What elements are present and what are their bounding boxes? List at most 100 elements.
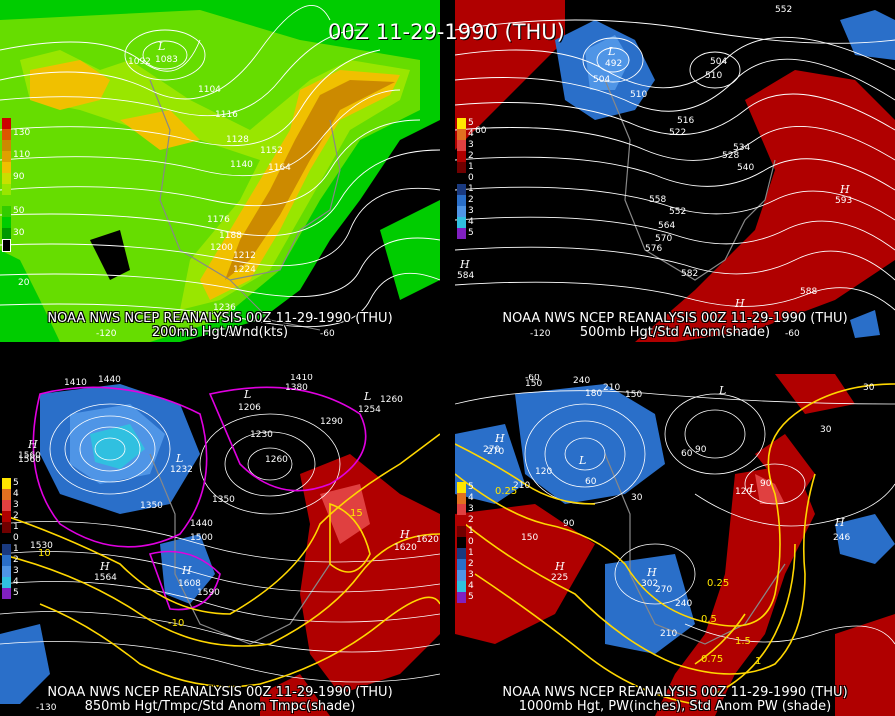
contour-label: 1290 — [320, 417, 343, 427]
high-marker: H — [27, 438, 38, 451]
contour-label: 1092 — [128, 57, 151, 67]
lon-label: -60 — [525, 374, 540, 383]
high-value: 1560 — [18, 451, 41, 461]
panel-500mb-height-anomaly: L 492 552 504 510 504 510 516 522 528 53… — [455, 0, 895, 342]
high-value: 270 — [483, 445, 500, 455]
pw-label: 0.25 — [495, 486, 517, 497]
wind-shade-110 — [225, 80, 395, 280]
contour-label: 30 — [820, 425, 832, 435]
high-marker: H — [839, 183, 850, 196]
high-value: 1608 — [178, 579, 201, 589]
contour-label: 1260 — [265, 455, 288, 465]
map-500mb: L 492 552 504 510 504 510 516 522 528 53… — [455, 0, 895, 342]
height-contours — [455, 19, 895, 311]
low-value: 1254 — [358, 405, 381, 415]
contour-label: 90 — [695, 445, 707, 455]
temp-label: -10 — [168, 618, 184, 629]
high-value: 302 — [641, 579, 658, 589]
contour-label: 1176 — [207, 215, 230, 225]
contour-label: 570 — [655, 234, 672, 244]
lon-label: -60 — [320, 329, 335, 339]
panel-subcaption: 850mb Hgt/Tmpc/Std Anom Tmpc(shade) — [84, 699, 356, 714]
low-marker: L — [578, 454, 586, 467]
pw-label: 1 — [755, 656, 761, 667]
anom-negative-region — [515, 384, 665, 504]
contour-label: 1620 — [416, 535, 439, 545]
contour-label: 1188 — [219, 231, 242, 241]
pw-contours — [455, 383, 895, 705]
anomaly-colorbar: 5 4 3 2 1 0 1 2 3 4 5 — [457, 482, 474, 603]
contour-label: 1104 — [198, 85, 221, 95]
panel-subcaption: 1000mb Hgt, PW(inches), Std Anom PW (sha… — [518, 699, 832, 714]
contour-label: 582 — [681, 269, 698, 279]
map-200mb: L 1083 1092 1104 1116 1128 1140 1152 116… — [0, 0, 440, 342]
contour-label: 1212 — [233, 251, 256, 261]
wind-colorbar: 130 110 90 50 30 — [2, 118, 30, 252]
pw-label: 0.25 — [707, 578, 729, 589]
contour-label: 552 — [669, 207, 686, 217]
contour-label: 150 — [525, 379, 542, 389]
contour-label: 150 — [625, 390, 642, 400]
low-value: 492 — [605, 59, 622, 69]
contour-label: 1200 — [210, 243, 233, 253]
contour-label: 1440 — [190, 519, 213, 529]
low-value: 1083 — [155, 55, 178, 65]
contour-label: 510 — [630, 90, 647, 100]
panel-caption: NOAA NWS NCEP REANALYSIS 00Z 11-29-1990 … — [47, 311, 393, 326]
high-marker: H — [734, 297, 745, 310]
high-marker: H — [646, 566, 657, 579]
contour-label: 540 — [737, 163, 754, 173]
high-value: 225 — [551, 573, 568, 583]
high-value: 1564 — [94, 573, 117, 583]
height-contours — [0, 5, 440, 328]
panel-1000mb-height-pw: 240 150 180 210 150 30 60 90 30 270 120 … — [455, 374, 895, 716]
lon-label: -60 — [785, 329, 800, 339]
contour-label: 120 — [735, 487, 752, 497]
contour-label: 180 — [585, 389, 602, 399]
lat-label: 60 — [475, 126, 487, 136]
contour-label: 240 — [675, 599, 692, 609]
contour-label: 240 — [573, 376, 590, 386]
low-value: 1232 — [170, 465, 193, 475]
pw-label: 0.75 — [701, 654, 723, 665]
high-marker: H — [399, 528, 410, 541]
contour-label: 30 — [631, 493, 643, 503]
anom-positive-region — [455, 504, 595, 644]
high-marker: H — [181, 564, 192, 577]
contour-label: 60 — [585, 477, 597, 487]
contour-label: 588 — [800, 287, 817, 297]
contour-label: 90 — [563, 519, 575, 529]
contour-label: 1530 — [30, 541, 53, 551]
negative-temp-contours — [32, 386, 367, 611]
high-value: 246 — [833, 533, 850, 543]
contour-label: 1128 — [226, 135, 249, 145]
contour-label: 510 — [705, 71, 722, 81]
contour-label: 1236 — [213, 303, 236, 313]
panel-caption: NOAA NWS NCEP REANALYSIS 00Z 11-29-1990 … — [502, 685, 848, 700]
contour-label: 150 — [521, 533, 538, 543]
lon-label: -120 — [530, 329, 551, 339]
contour-label: 90 — [760, 479, 772, 489]
low-marker: L — [748, 482, 756, 495]
high-marker: H — [459, 258, 470, 271]
contour-label: 1152 — [260, 146, 283, 156]
contour-label: 120 — [535, 467, 552, 477]
contour-label: 516 — [677, 116, 694, 126]
panel-850mb-height-temp: 1410 1440 1410 1380 1260 1290 1230 1260 … — [0, 374, 440, 716]
contour-label: 1260 — [380, 395, 403, 405]
lon-label: -130 — [36, 703, 57, 713]
pw-label: 0.5 — [701, 614, 717, 625]
contour-label: 1410 — [290, 374, 313, 383]
contour-label: 1230 — [250, 430, 273, 440]
panel-caption: NOAA NWS NCEP REANALYSIS 00Z 11-29-1990 … — [502, 311, 848, 326]
contour-label: 1140 — [230, 160, 253, 170]
anomaly-colorbar: 5 4 3 2 1 0 1 2 3 4 5 — [2, 478, 19, 599]
contour-label: 1410 — [64, 378, 87, 388]
low-marker: L — [243, 388, 251, 401]
temp-label: 15 — [350, 508, 363, 519]
contour-label: 576 — [645, 244, 662, 254]
contour-label: 210 — [660, 629, 677, 639]
contour-label: 528 — [722, 151, 739, 161]
low-marker: L — [718, 384, 726, 397]
lon-label: -120 — [96, 329, 117, 339]
